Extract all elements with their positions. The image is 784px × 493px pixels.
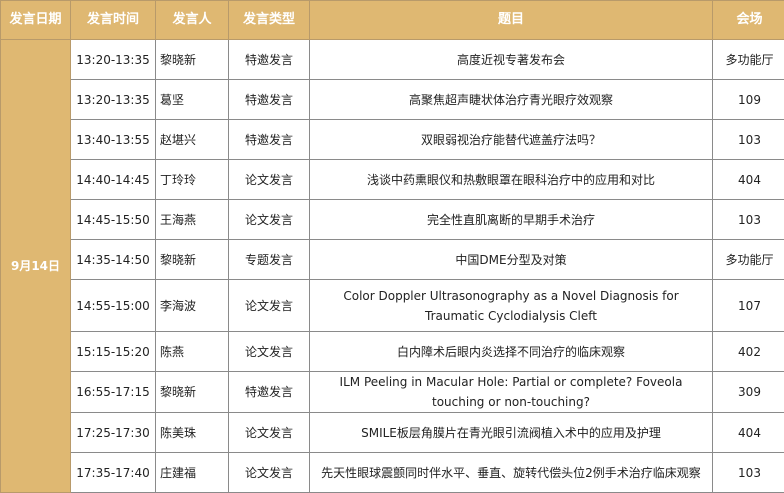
type-cell: 特邀发言 [229,372,310,413]
type-cell: 特邀发言 [229,80,310,120]
venue-cell: 404 [713,413,784,453]
time-cell: 13:20-13:35 [71,80,156,120]
speaker-cell: 王海燕 [156,200,229,240]
venue-cell: 103 [713,200,784,240]
type-cell: 特邀发言 [229,120,310,160]
topic-cell: 高聚焦超声睫状体治疗青光眼疗效观察 [310,80,713,120]
speaker-cell: 黎晓新 [156,372,229,413]
venue-cell: 109 [713,80,784,120]
time-cell: 14:55-15:00 [71,280,156,332]
header-type: 发言类型 [229,1,310,40]
topic-cell: 完全性直肌离断的早期手术治疗 [310,200,713,240]
speaker-cell: 陈美珠 [156,413,229,453]
venue-cell: 多功能厅 [713,40,784,80]
header-topic: 题目 [310,1,713,40]
speaker-cell: 黎晓新 [156,240,229,280]
type-cell: 论文发言 [229,453,310,493]
type-cell: 特邀发言 [229,40,310,80]
venue-cell: 107 [713,280,784,332]
venue-cell: 103 [713,120,784,160]
topic-cell: 高度近视专著发布会 [310,40,713,80]
date-cell: 9月14日 [1,40,71,493]
time-cell: 16:55-17:15 [71,372,156,413]
speaker-cell: 庄建福 [156,453,229,493]
topic-cell: SMILE板层角膜片在青光眼引流阀植入术中的应用及护理 [310,413,713,453]
venue-cell: 309 [713,372,784,413]
speaker-cell: 陈燕 [156,332,229,372]
speaker-cell: 丁玲玲 [156,160,229,200]
speaker-cell: 赵堪兴 [156,120,229,160]
type-cell: 专题发言 [229,240,310,280]
type-cell: 论文发言 [229,332,310,372]
topic-cell: 白内障术后眼内炎选择不同治疗的临床观察 [310,332,713,372]
time-cell: 14:45-15:50 [71,200,156,240]
header-row: 发言日期 发言时间 发言人 发言类型 题目 会场 [1,1,784,40]
venue-cell: 402 [713,332,784,372]
topic-cell: Color Doppler Ultrasonography as a Novel… [310,280,713,332]
type-cell: 论文发言 [229,160,310,200]
topic-cell: 先天性眼球震颤同时伴水平、垂直、旋转代偿头位2例手术治疗临床观察 [310,453,713,493]
venue-cell: 404 [713,160,784,200]
topic-cell: 双眼弱视治疗能替代遮盖疗法吗？ [310,120,713,160]
topic-cell: 浅谈中药熏眼仪和热敷眼罩在眼科治疗中的应用和对比 [310,160,713,200]
type-cell: 论文发言 [229,200,310,240]
time-cell: 17:35-17:40 [71,453,156,493]
time-cell: 14:35-14:50 [71,240,156,280]
header-date: 发言日期 [1,1,71,40]
header-time: 发言时间 [71,1,156,40]
time-cell: 15:15-15:20 [71,332,156,372]
venue-cell: 多功能厅 [713,240,784,280]
header-speaker: 发言人 [156,1,229,40]
time-cell: 13:40-13:55 [71,120,156,160]
type-cell: 论文发言 [229,280,310,332]
speaker-cell: 葛坚 [156,80,229,120]
time-cell: 17:25-17:30 [71,413,156,453]
type-cell: 论文发言 [229,413,310,453]
topic-cell: ILM Peeling in Macular Hole: Partial or … [310,372,713,413]
venue-cell: 103 [713,453,784,493]
time-cell: 13:20-13:35 [71,40,156,80]
speaker-cell: 李海波 [156,280,229,332]
topic-cell: 中国DME分型及对策 [310,240,713,280]
time-cell: 14:40-14:45 [71,160,156,200]
header-venue: 会场 [713,1,784,40]
speaker-cell: 黎晓新 [156,40,229,80]
